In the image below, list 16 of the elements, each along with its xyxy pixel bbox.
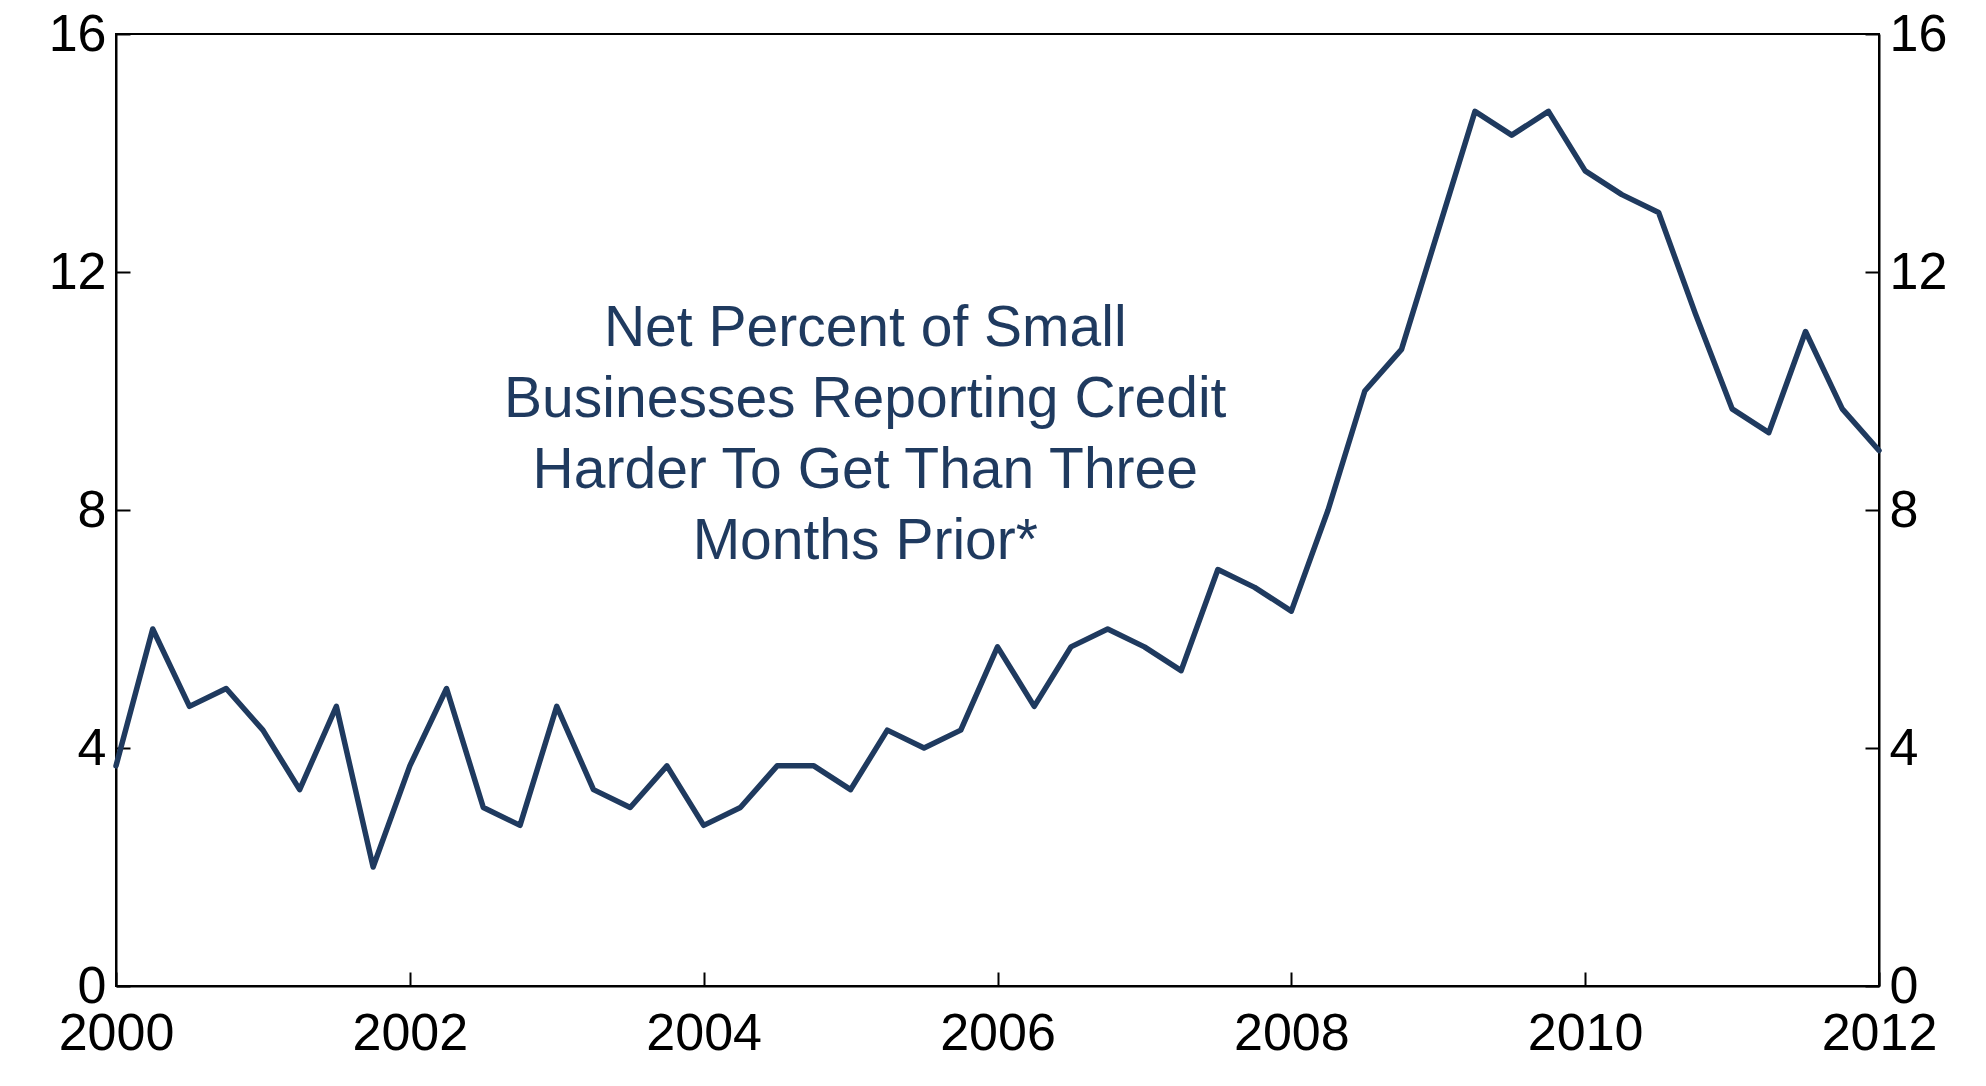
annotation: Net Percent of Small Businesses Reporting Credit Harder To Get Than Three Months Prior* bbox=[504, 293, 1227, 571]
x-tick-label: 2006 bbox=[940, 1002, 1056, 1061]
y-tick-label: 0 bbox=[77, 955, 107, 1014]
y-tick-label: 4 bbox=[77, 717, 107, 776]
y-tick-label: 12 bbox=[48, 241, 107, 300]
y2-tick-label: 12 bbox=[1889, 241, 1948, 300]
x-tick-label: 2008 bbox=[1233, 1002, 1350, 1061]
y2-tick-label: 4 bbox=[1889, 717, 1919, 776]
x-tick-label: 2002 bbox=[352, 1002, 469, 1061]
y2-tick-label: 8 bbox=[1889, 479, 1919, 538]
x-tick-label: 2010 bbox=[1527, 1002, 1644, 1061]
y-tick-label: 8 bbox=[77, 479, 107, 538]
y-tick-label: 16 bbox=[48, 3, 107, 62]
x-tick-label: 2004 bbox=[646, 1002, 763, 1061]
y2-tick-label: 16 bbox=[1889, 3, 1948, 62]
y2-tick-label: 0 bbox=[1889, 955, 1919, 1014]
